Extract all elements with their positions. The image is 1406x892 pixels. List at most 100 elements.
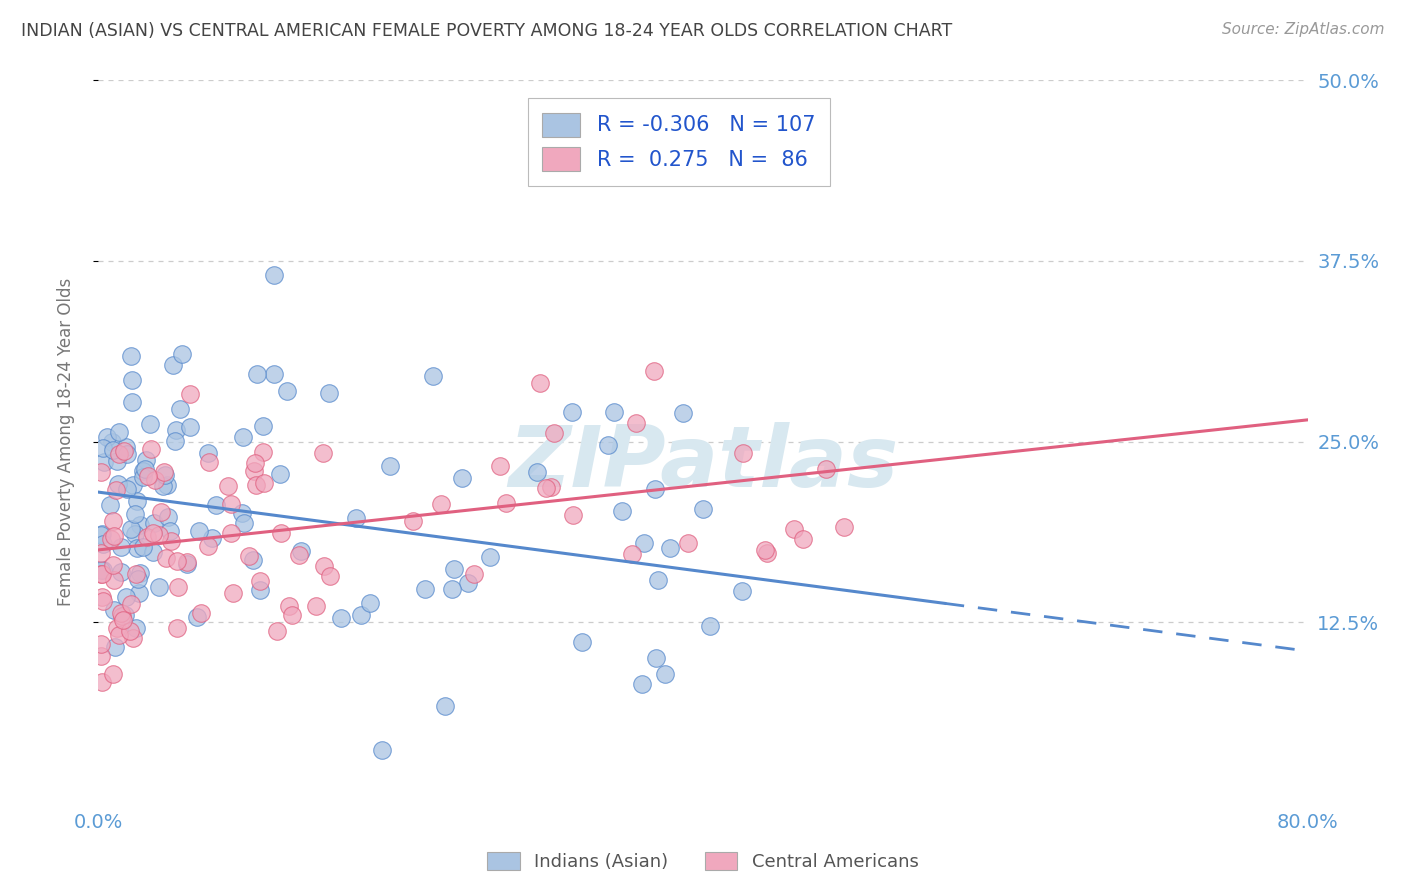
Point bbox=[115, 483, 138, 497]
Point bbox=[692, 501, 714, 516]
Point bbox=[596, 438, 619, 452]
Point bbox=[269, 467, 291, 481]
Point bbox=[190, 607, 212, 621]
Point bbox=[731, 583, 754, 598]
Point bbox=[162, 358, 184, 372]
Point bbox=[108, 425, 131, 440]
Point bbox=[245, 478, 267, 492]
Point bbox=[125, 494, 148, 508]
Point bbox=[659, 541, 682, 555]
Point bbox=[125, 566, 148, 581]
Point bbox=[243, 456, 266, 470]
Point bbox=[232, 430, 254, 444]
Point bbox=[115, 590, 138, 604]
Point bbox=[246, 367, 269, 381]
Point bbox=[266, 624, 288, 638]
Point bbox=[276, 384, 298, 398]
Point bbox=[450, 471, 472, 485]
Point bbox=[783, 522, 806, 536]
Legend: Indians (Asian), Central Americans: Indians (Asian), Central Americans bbox=[481, 845, 925, 879]
Point bbox=[832, 519, 855, 533]
Point bbox=[132, 464, 155, 478]
Point bbox=[91, 567, 114, 582]
Point bbox=[114, 607, 136, 622]
Point bbox=[110, 606, 132, 620]
Point bbox=[249, 583, 271, 598]
Point bbox=[122, 477, 145, 491]
Point bbox=[103, 573, 125, 587]
Point bbox=[101, 558, 124, 572]
Point bbox=[643, 363, 665, 377]
Point bbox=[90, 590, 112, 604]
Point bbox=[129, 566, 152, 580]
Point bbox=[110, 565, 132, 579]
Point bbox=[443, 562, 465, 576]
Point bbox=[238, 549, 260, 563]
Point bbox=[122, 632, 145, 646]
Point bbox=[103, 667, 125, 681]
Point bbox=[125, 541, 148, 555]
Point bbox=[252, 418, 274, 433]
Point bbox=[186, 610, 208, 624]
Point bbox=[124, 526, 146, 541]
Point bbox=[90, 648, 112, 663]
Point bbox=[142, 516, 165, 530]
Legend: R = -0.306   N = 107, R =  0.275   N =  86: R = -0.306 N = 107, R = 0.275 N = 86 bbox=[527, 98, 830, 186]
Point bbox=[543, 426, 565, 441]
Point bbox=[318, 386, 340, 401]
Point bbox=[90, 527, 112, 541]
Point bbox=[219, 526, 242, 541]
Point bbox=[167, 580, 190, 594]
Point bbox=[127, 573, 149, 587]
Point bbox=[270, 525, 292, 540]
Point bbox=[108, 628, 131, 642]
Point bbox=[91, 674, 114, 689]
Point bbox=[128, 586, 150, 600]
Point bbox=[124, 507, 146, 521]
Point bbox=[120, 597, 142, 611]
Point bbox=[290, 543, 312, 558]
Point bbox=[429, 497, 451, 511]
Point bbox=[135, 452, 157, 467]
Point bbox=[134, 462, 156, 476]
Point bbox=[217, 479, 239, 493]
Point bbox=[378, 459, 401, 474]
Point bbox=[103, 529, 125, 543]
Point bbox=[160, 533, 183, 548]
Point bbox=[166, 554, 188, 568]
Point bbox=[359, 596, 381, 610]
Point bbox=[330, 611, 353, 625]
Point bbox=[620, 548, 643, 562]
Point bbox=[534, 482, 557, 496]
Y-axis label: Female Poverty Among 18-24 Year Olds: Female Poverty Among 18-24 Year Olds bbox=[56, 277, 75, 606]
Point bbox=[252, 445, 274, 459]
Point bbox=[478, 550, 501, 565]
Point bbox=[148, 581, 170, 595]
Point bbox=[150, 505, 173, 519]
Point bbox=[253, 476, 276, 491]
Point bbox=[96, 430, 118, 444]
Point bbox=[107, 477, 129, 491]
Point bbox=[124, 621, 146, 635]
Point bbox=[197, 539, 219, 553]
Point bbox=[792, 532, 814, 546]
Point bbox=[90, 563, 112, 577]
Point bbox=[205, 499, 228, 513]
Point bbox=[105, 622, 128, 636]
Point bbox=[676, 536, 699, 550]
Point bbox=[561, 508, 583, 523]
Point bbox=[242, 464, 264, 478]
Point bbox=[115, 440, 138, 454]
Point bbox=[699, 619, 721, 633]
Point bbox=[647, 573, 669, 587]
Point bbox=[187, 524, 209, 539]
Point bbox=[529, 376, 551, 391]
Point bbox=[756, 546, 779, 560]
Point bbox=[107, 447, 129, 461]
Point bbox=[90, 528, 112, 542]
Point bbox=[495, 496, 517, 510]
Point bbox=[631, 677, 654, 691]
Point bbox=[222, 586, 245, 600]
Point bbox=[172, 347, 194, 361]
Point bbox=[169, 402, 191, 417]
